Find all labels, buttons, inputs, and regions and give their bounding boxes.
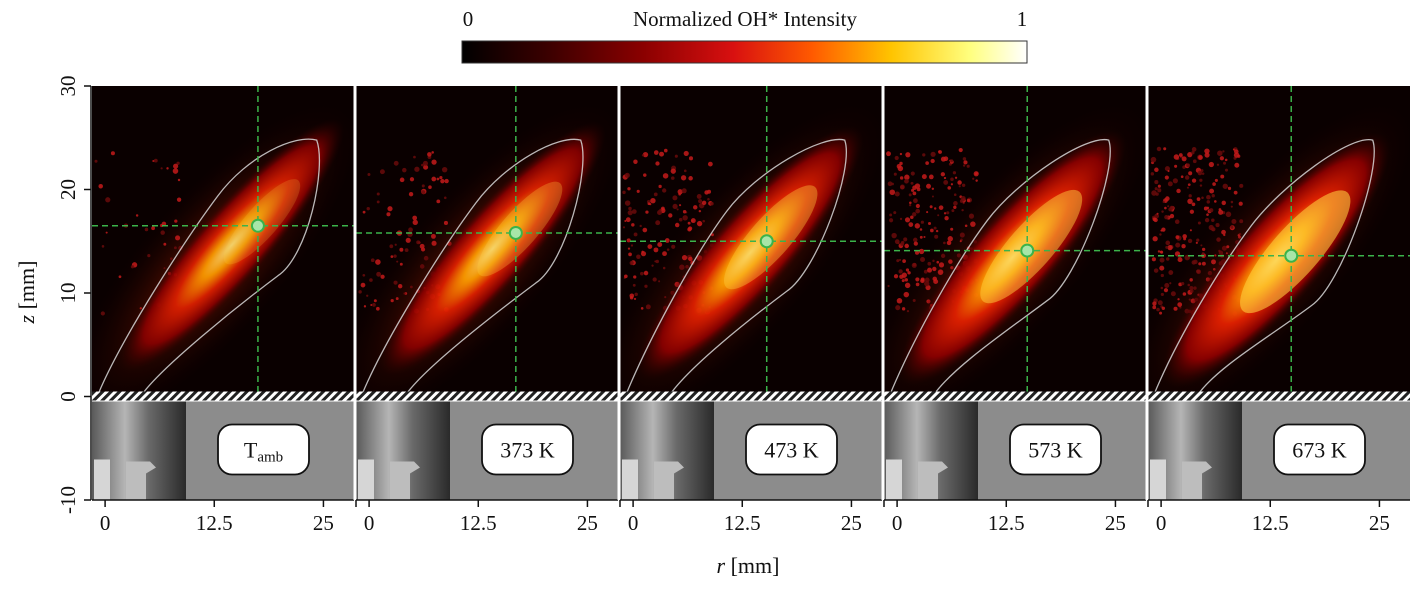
- burner-exit-hatch: [92, 391, 354, 401]
- x-tick-label: 12.5: [460, 511, 497, 535]
- burner-exit-hatch: [356, 391, 618, 401]
- panel-2: 373 K 0 12.5 25: [353, 86, 618, 535]
- y-axis: z [mm] 30 20 10 0 -10: [14, 76, 92, 514]
- oh-intensity-image: [1148, 86, 1410, 397]
- contour-line: [625, 138, 847, 395]
- x-tick-label: 25: [313, 511, 334, 535]
- y-tick-label: 10: [56, 283, 80, 304]
- contour-line: [97, 138, 320, 395]
- contour-line: [1153, 139, 1375, 395]
- colorbar-max-label: 1: [1017, 7, 1028, 31]
- temperature-label-box: [745, 423, 838, 476]
- y-tick-label: 20: [56, 179, 80, 200]
- x-tick-label: 12.5: [988, 511, 1025, 535]
- x-tick-label: 0: [1156, 511, 1167, 535]
- temperature-label-box: [217, 423, 310, 476]
- y-tick-label: 30: [56, 76, 80, 97]
- temperature-label: 373 K: [500, 438, 555, 463]
- temperature-label: 573 K: [1028, 438, 1083, 463]
- y-tick-label: -10: [56, 486, 80, 514]
- oh-intensity-image: [620, 86, 882, 397]
- oh-intensity-image: [92, 86, 354, 397]
- x-tick-label: 0: [892, 511, 903, 535]
- centroid-marker: [508, 225, 523, 240]
- oh-intensity-image: [356, 86, 618, 397]
- burner-exit-hatch: [884, 391, 1146, 401]
- temperature-label: Tamb: [244, 438, 283, 466]
- temperature-label: 473 K: [764, 438, 819, 463]
- temperature-label: 673 K: [1292, 438, 1347, 463]
- x-tick-label: 25: [577, 511, 598, 535]
- x-tick-label: 0: [628, 511, 639, 535]
- x-tick-label: 0: [364, 511, 375, 535]
- burner-exit-hatch: [1148, 391, 1410, 401]
- x-tick-label: 12.5: [196, 511, 233, 535]
- temperature-label-box: [1009, 423, 1102, 476]
- contour-line: [889, 138, 1111, 395]
- colorbar: Normalized OH* Intensity 0 1: [461, 7, 1028, 64]
- panel-3: 473 K 0 12.5 25: [617, 86, 882, 535]
- x-tick-label: 0: [100, 511, 111, 535]
- panel-5: 673 K 0 12.5 25: [1145, 86, 1410, 535]
- x-tick-label: 25: [841, 511, 862, 535]
- x-tick-label: 25: [1105, 511, 1126, 535]
- oh-intensity-image: [884, 86, 1146, 397]
- panel-4: 573 K 0 12.5 25: [881, 86, 1146, 535]
- x-tick-label: 12.5: [724, 511, 761, 535]
- centroid-marker: [250, 218, 265, 233]
- temperature-label-box: [1273, 423, 1366, 476]
- y-axis-label: z [mm]: [14, 261, 39, 325]
- burner-exit-hatch: [620, 391, 882, 401]
- centroid-marker: [759, 234, 774, 249]
- temperature-label-box: [481, 423, 574, 476]
- colorbar-gradient: [461, 40, 1028, 64]
- colorbar-min-label: 0: [463, 7, 474, 31]
- centroid-marker: [1284, 248, 1299, 263]
- x-axis-label: r [mm]: [717, 553, 780, 578]
- x-tick-label: 25: [1369, 511, 1390, 535]
- centroid-marker: [1020, 243, 1035, 258]
- y-tick-label: 0: [56, 391, 80, 402]
- contour-line: [361, 138, 584, 395]
- colorbar-title: Normalized OH* Intensity: [633, 7, 857, 31]
- x-tick-label: 12.5: [1252, 511, 1289, 535]
- panel-1: Tamb 0 12.5 25: [92, 86, 354, 535]
